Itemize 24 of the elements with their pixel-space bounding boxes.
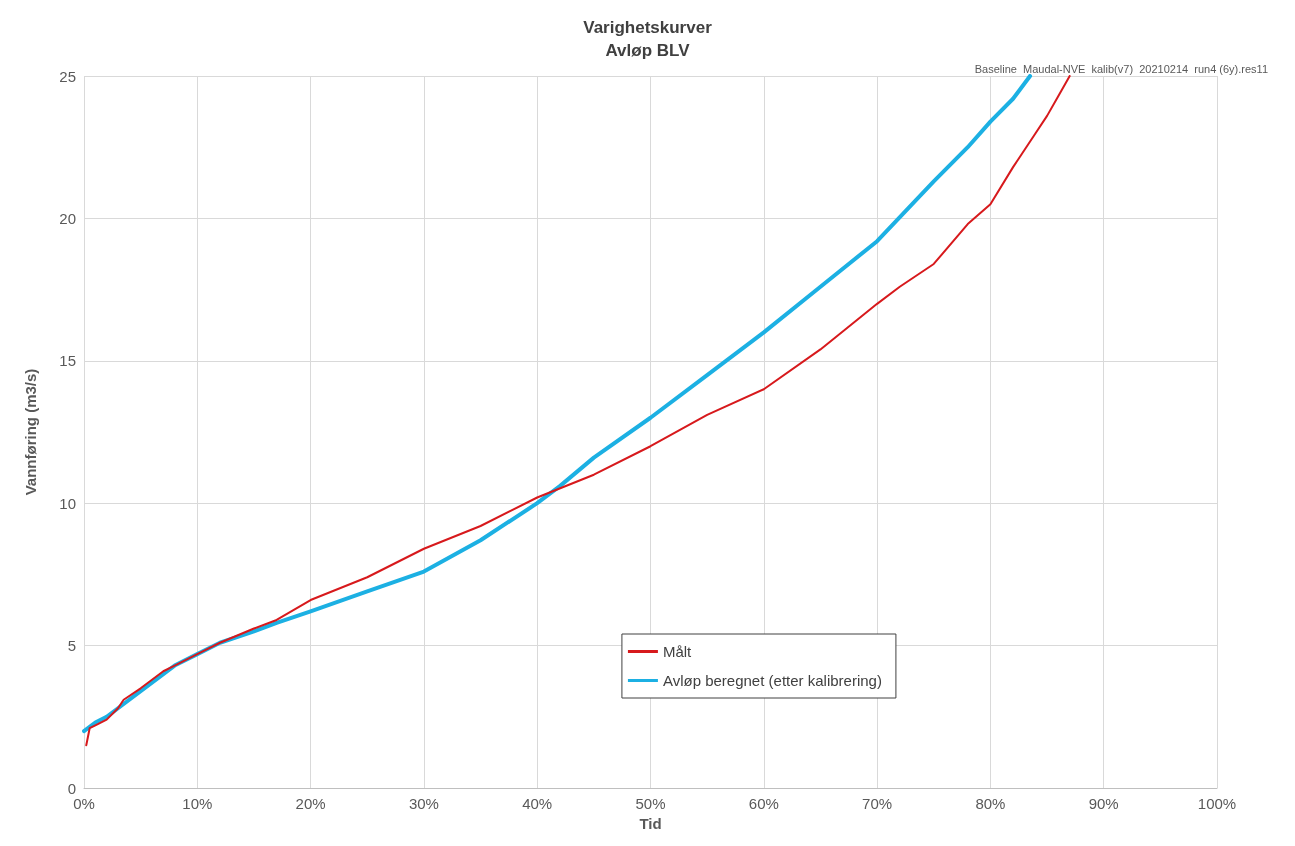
- y-tick-label: 25: [59, 67, 76, 85]
- text: Baseline Maudal-NVE kalib(v7) 20210214 run4 (6y).res11: [974, 62, 1269, 75]
- y-tick-label: 20: [59, 209, 76, 227]
- x-tick-label: 70%: [862, 795, 893, 812]
- x-tick-label: 10%: [182, 795, 213, 812]
- x-axis-title: Tid: [639, 814, 662, 832]
- x-tick-label: 40%: [522, 795, 553, 812]
- x-tick-label: 30%: [408, 795, 439, 812]
- y-axis-title: Vannføring (m3/s): [22, 368, 39, 496]
- y-tick-label: 15: [59, 352, 76, 370]
- legend-label: Målt: [662, 643, 693, 660]
- y-tick-label: 5: [67, 637, 76, 655]
- x-tick-label: 90%: [1088, 795, 1119, 812]
- x-tick-label: 0%: [73, 795, 95, 812]
- x-tick-label: 50%: [635, 795, 666, 812]
- x-tick-label: 20%: [295, 795, 326, 812]
- y-tick-label: 0: [67, 779, 76, 797]
- chart-title: Varighetskurver: [583, 18, 713, 37]
- x-tick-label: 100%: [1197, 795, 1237, 812]
- y-tick-label: 10: [59, 494, 76, 512]
- x-tick-label: 60%: [748, 795, 779, 812]
- x-tick-label: 80%: [975, 795, 1006, 812]
- chart-subtitle: Avløp BLV: [605, 41, 691, 60]
- legend-label: Avløp beregnet (etter kalibrering): [662, 672, 882, 689]
